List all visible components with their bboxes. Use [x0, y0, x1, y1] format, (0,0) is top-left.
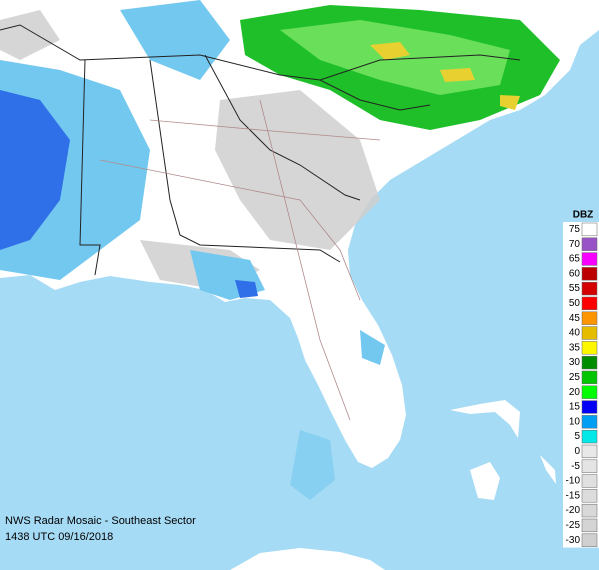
legend-label: -5 — [571, 461, 580, 472]
legend-swatch — [581, 281, 598, 296]
legend-swatch — [581, 533, 598, 547]
legend-swatch — [581, 311, 598, 325]
legend-swatch — [581, 222, 598, 237]
legend-swatch — [581, 429, 598, 444]
legend-label: -15 — [566, 490, 581, 501]
roads — [99, 99, 381, 421]
bahamas — [450, 400, 556, 500]
legend-label: -25 — [566, 520, 581, 531]
legend-swatch — [581, 267, 598, 281]
legend-label: 35 — [569, 342, 581, 353]
legend-label: 0 — [574, 446, 580, 457]
legend-label: 70 — [569, 239, 581, 250]
legend-swatch — [581, 518, 598, 533]
legend-label: 45 — [569, 313, 581, 324]
legend: 757065605550454035302520151050-5-10-15-2… — [563, 222, 599, 548]
legend-label: 15 — [569, 402, 581, 413]
legend-swatch — [581, 237, 598, 251]
legend-label: -10 — [566, 476, 581, 487]
legend-label: 20 — [569, 387, 581, 398]
precip-blue — [0, 0, 385, 500]
caption-title: NWS Radar Mosaic - Southeast Sector — [5, 515, 196, 527]
legend-swatch — [581, 503, 598, 518]
legend-swatch — [581, 459, 598, 473]
legend-label: 30 — [569, 357, 581, 368]
legend-label: 25 — [569, 372, 581, 383]
legend-swatch — [581, 252, 598, 266]
cuba — [230, 548, 385, 570]
legend-swatch — [581, 355, 598, 370]
legend-label: -20 — [566, 505, 581, 516]
legend-label: 60 — [569, 268, 581, 279]
legend-label: 10 — [569, 416, 581, 427]
caption-timestamp: 1438 UTC 09/16/2018 — [5, 531, 113, 543]
legend-swatch — [581, 370, 598, 385]
legend-swatch — [581, 489, 598, 503]
precip-green — [240, 5, 560, 130]
legend-label: 75 — [569, 224, 581, 235]
state-borders — [0, 24, 521, 276]
legend-title: DBZ — [573, 210, 594, 221]
legend-swatch — [581, 326, 598, 340]
legend-swatch — [581, 341, 598, 355]
legend-swatch — [581, 474, 598, 488]
legend-swatch — [581, 415, 598, 429]
legend-label: 50 — [569, 298, 581, 309]
legend-label: -30 — [566, 535, 581, 546]
legend-swatch — [581, 444, 598, 459]
legend-label: 65 — [569, 254, 581, 265]
legend-label: 5 — [574, 431, 580, 442]
legend-swatch — [581, 385, 598, 399]
legend-swatch — [581, 296, 598, 311]
legend-label: 55 — [569, 283, 581, 294]
legend-swatch — [581, 400, 598, 414]
legend-label: 40 — [569, 328, 581, 339]
